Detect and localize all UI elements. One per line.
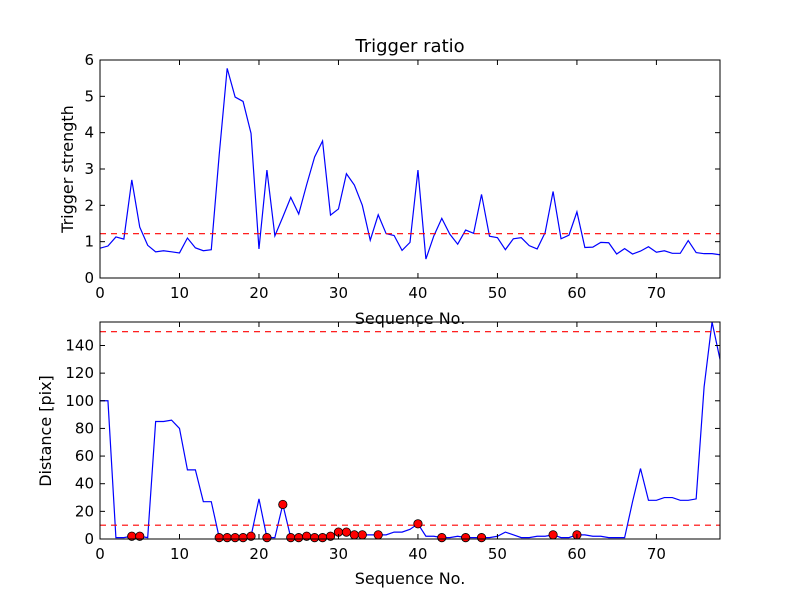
- y-tick-label: 0: [84, 269, 94, 287]
- plot-frame: [99, 321, 721, 540]
- x-tick-label: 0: [95, 284, 105, 302]
- trigger-ratio-chart: Trigger ratio Sequence No. Trigger stren…: [58, 36, 721, 328]
- x-tick-label: 0: [95, 545, 105, 563]
- x-tick-label: 40: [408, 545, 427, 563]
- data-point-marker: [437, 533, 447, 543]
- data-point-marker: [349, 530, 359, 540]
- y-tick-label: 140: [65, 336, 94, 354]
- x-tick-label: 30: [329, 545, 348, 563]
- x-tick-label: 50: [488, 284, 507, 302]
- data-point-marker: [294, 533, 304, 543]
- x-tick-label: 40: [408, 284, 427, 302]
- x-tick-label: 60: [567, 284, 586, 302]
- data-point-marker: [286, 533, 296, 543]
- data-point-marker: [548, 530, 558, 540]
- plot-area: [100, 322, 720, 539]
- data-point-marker: [317, 533, 328, 543]
- x-axis-label: Sequence No.: [355, 309, 466, 328]
- y-tick-label: 60: [75, 447, 94, 465]
- data-point-marker: [262, 533, 272, 543]
- data-point-marker: [476, 533, 487, 543]
- x-tick-label: 70: [647, 545, 666, 563]
- series-line: [100, 68, 720, 260]
- x-tick-label: 20: [249, 545, 268, 563]
- y-tick-label: 40: [75, 475, 94, 493]
- y-tick-label: 3: [84, 160, 94, 178]
- x-tick-label: 70: [647, 284, 666, 302]
- data-point-marker: [238, 533, 248, 543]
- data-point-marker: [357, 530, 367, 540]
- y-tick-label: 80: [75, 419, 94, 437]
- x-tick-label: 20: [249, 284, 268, 302]
- plot-area: [100, 68, 720, 260]
- x-tick-label: 10: [170, 545, 189, 563]
- x-axis-label: Sequence No.: [355, 569, 466, 588]
- y-tick-label: 2: [84, 196, 94, 214]
- data-point-marker: [310, 533, 320, 543]
- data-point-marker: [246, 531, 256, 541]
- y-tick-label: 5: [84, 87, 94, 105]
- data-point-marker: [413, 519, 423, 529]
- data-point-marker: [222, 533, 232, 543]
- data-point-marker: [214, 533, 224, 543]
- y-tick-label: 100: [65, 392, 94, 410]
- y-tick-label: 20: [75, 502, 94, 520]
- data-point-marker: [325, 531, 336, 541]
- data-point-marker: [230, 533, 240, 543]
- series-line: [100, 322, 720, 539]
- y-tick-label: 6: [84, 51, 94, 69]
- y-tick-label: 4: [84, 124, 94, 142]
- x-tick-label: 30: [329, 284, 348, 302]
- y-axis-label: Trigger strength: [58, 105, 77, 234]
- data-point-marker: [461, 533, 471, 543]
- x-tick-label: 50: [488, 545, 507, 563]
- x-tick-label: 60: [567, 545, 586, 563]
- y-tick-label: 120: [65, 364, 94, 382]
- y-tick-label: 0: [84, 530, 94, 548]
- data-point-marker: [135, 531, 145, 541]
- data-point-marker: [278, 499, 288, 510]
- distance-chart: Sequence No. Distance [pix] 0 10 20 30 40 50 6…: [36, 321, 721, 588]
- data-point-marker: [341, 527, 352, 537]
- chart-title: Trigger ratio: [354, 36, 464, 57]
- data-point-marker: [373, 530, 383, 540]
- y-tick-label: 1: [84, 233, 94, 251]
- y-axis-label: Distance [pix]: [36, 375, 55, 487]
- x-tick-label: 10: [170, 284, 189, 302]
